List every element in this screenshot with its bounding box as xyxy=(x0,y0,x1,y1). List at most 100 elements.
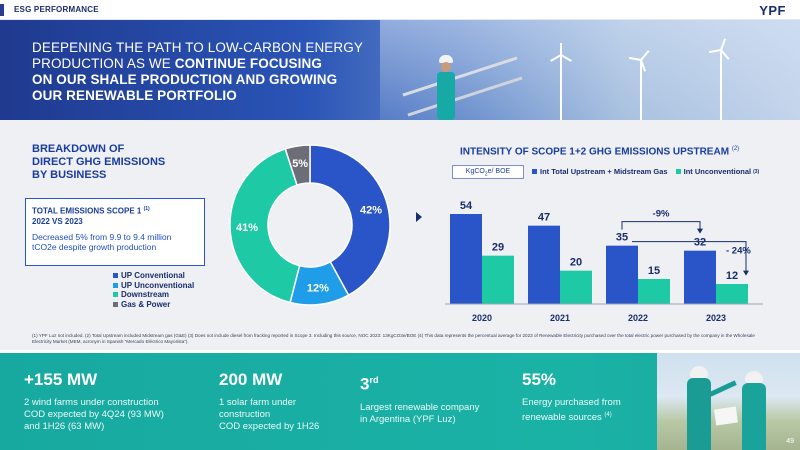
total-emissions-text-line: Decreased 5% from 9.9 to 9.4 million xyxy=(32,231,172,242)
donut-slice-gas-power xyxy=(284,144,311,187)
legend-item: UP Unconventional xyxy=(113,281,194,291)
page-number: 49 xyxy=(786,438,794,445)
stat-description-line: construction xyxy=(219,409,271,420)
annotation-arrow xyxy=(621,221,701,233)
footnote-ref: (3) xyxy=(753,168,760,175)
legend-label: UP Unconventional xyxy=(121,280,195,290)
bar-legend: Int Total Upstream + Midstream Gas Int Un… xyxy=(532,167,759,176)
legend-swatch xyxy=(113,301,118,307)
donut-slice-label: 42% xyxy=(360,204,382,216)
photo-document xyxy=(713,406,739,426)
helmet-icon xyxy=(439,55,453,63)
bar-value-label: 35 xyxy=(616,232,628,244)
bar-chart: 54 29 2020 47 20 2021 35 15 2022 32 12 2023 -9% - 24% xyxy=(445,200,763,323)
section-label: ESG PERFORMANCE xyxy=(14,5,99,14)
legend-item: Downstream xyxy=(113,290,194,300)
stat-description-line: renewable sources (4) xyxy=(522,409,657,424)
wind-turbine-tower xyxy=(640,60,642,120)
stat-description: Energy purchased from renewable sources … xyxy=(522,397,657,424)
annotation-label: -9% xyxy=(653,209,670,220)
worker-head xyxy=(441,62,451,72)
stat-value-number: 3 xyxy=(360,374,370,394)
wind-turbine-tower xyxy=(560,55,562,120)
arrow-head-icon xyxy=(743,270,749,276)
hero-title-line: PRODUCTION AS WE CONTINUE FOCUSING xyxy=(32,56,392,72)
helmet-icon xyxy=(690,366,708,378)
hero-worker-figure xyxy=(435,55,457,120)
stat-description: 1 solar farm under construction COD expe… xyxy=(219,397,359,433)
legend-label: Gas & Power xyxy=(121,299,171,309)
legend-swatch xyxy=(113,273,118,279)
helmet-icon xyxy=(745,371,763,383)
hero-title-line: DEEPENING THE PATH TO LOW-CARBON ENERGY xyxy=(32,40,363,55)
bar-total-upstream xyxy=(684,250,716,304)
bar-value-label: 47 xyxy=(538,212,550,224)
breakdown-title-line: DIRECT GHG EMISSIONS xyxy=(32,156,166,168)
workers-photo: 49 xyxy=(657,353,800,450)
stat-value: 200 MW xyxy=(219,370,283,389)
section-arrow-icon xyxy=(416,212,422,222)
bar-unconventional xyxy=(638,279,670,304)
footnote-ref: (4) xyxy=(604,412,612,418)
photo-worker-body xyxy=(687,378,711,450)
stat-description-line: COD expected by 4Q24 (93 MW) xyxy=(24,409,164,420)
section-accent-bar xyxy=(0,4,4,16)
legend-label: UP Conventional xyxy=(121,271,185,281)
donut-chart: 42% 12% 41% 5% xyxy=(229,144,391,306)
bar-value-label: 54 xyxy=(460,200,473,212)
x-axis-tick-label: 2023 xyxy=(706,313,726,323)
footnote-ref: (2) xyxy=(731,146,740,152)
stat-value: +155 MW xyxy=(24,370,98,389)
stat-renewable-share: 55% Energy purchased from renewable sour… xyxy=(522,370,657,424)
total-emissions-title: TOTAL EMISSIONS SCOPE 1 (1) xyxy=(32,204,198,217)
stat-description-line: in Argentina (YPF Luz) xyxy=(360,413,456,425)
hero-title: DEEPENING THE PATH TO LOW-CARBON ENERGY … xyxy=(32,40,392,104)
breakdown-title: BREAKDOWN OF DIRECT GHG EMISSIONS BY BUS… xyxy=(32,143,202,182)
stat-description-line: and 1H26 (63 MW) xyxy=(24,421,105,432)
total-emissions-box: TOTAL EMISSIONS SCOPE 1 (1) 2022 VS 2023… xyxy=(25,198,205,266)
bar-unconventional xyxy=(560,270,592,304)
stat-description: Largest renewable company in Argentina (… xyxy=(360,402,515,426)
bar-value-label: 29 xyxy=(492,242,504,254)
bar-total-upstream xyxy=(606,245,638,304)
worker-body xyxy=(437,72,455,120)
stat-description: 2 wind farms under construction COD expe… xyxy=(24,397,214,433)
photo-worker-body xyxy=(742,383,766,450)
x-axis-tick-label: 2022 xyxy=(628,313,648,323)
bar-value-label: 20 xyxy=(570,257,582,269)
legend-label: Downstream xyxy=(121,290,170,300)
breakdown-title-line: BREAKDOWN OF xyxy=(32,143,125,155)
bar-unconventional xyxy=(482,255,514,304)
legend-item: Gas & Power xyxy=(113,300,194,310)
donut-slice-downstream xyxy=(229,147,301,304)
x-axis-tick-label: 2021 xyxy=(550,313,570,323)
wind-turbine-blade xyxy=(560,43,562,55)
donut-slice-label: 12% xyxy=(307,283,329,295)
hero-title-emphasis: CONTINUE FOCUSING xyxy=(174,56,322,71)
stat-value: 55% xyxy=(522,370,557,389)
legend-label: Int Total Upstream + Midstream Gas xyxy=(540,167,668,176)
hero-title-line: OUR RENEWABLE PORTFOLIO xyxy=(32,88,237,103)
wind-turbine-tower xyxy=(720,50,722,120)
legend-item: UP Conventional xyxy=(113,271,194,281)
legend-swatch xyxy=(113,282,118,288)
legend-label: Int Unconventional xyxy=(683,167,752,176)
bar-total-upstream xyxy=(528,225,560,304)
stat-description-line: 1 solar farm under xyxy=(219,397,297,408)
footnote-text: (1) YPF Luz not included. (2) Total Upst… xyxy=(32,333,755,344)
stat-description-text: renewable sources xyxy=(522,412,602,424)
bar-value-label: 15 xyxy=(648,265,660,277)
ypf-logo: YPF xyxy=(759,3,786,18)
stat-description-line: 2 wind farms under construction xyxy=(24,397,159,408)
legend-swatch xyxy=(113,292,118,298)
hero-title-line: ON OUR SHALE PRODUCTION AND GROWING xyxy=(32,72,338,87)
total-emissions-title-text: TOTAL EMISSIONS SCOPE 1 xyxy=(32,206,142,216)
arrow-head-icon xyxy=(697,228,703,234)
photo-worker-arm xyxy=(709,380,737,397)
stat-ranking: 3rd Largest renewable company in Argenti… xyxy=(360,370,515,426)
total-emissions-text: Decreased 5% from 9.9 to 9.4 million tCO… xyxy=(32,232,198,253)
stat-wind: +155 MW 2 wind farms under construction … xyxy=(24,370,214,433)
hero-title-text: PRODUCTION AS WE xyxy=(32,56,175,71)
intensity-chart-title-text: INTENSITY OF SCOPE 1+2 GHG EMISSIONS UPS… xyxy=(460,146,730,158)
x-axis-tick-label: 2020 xyxy=(472,313,492,323)
